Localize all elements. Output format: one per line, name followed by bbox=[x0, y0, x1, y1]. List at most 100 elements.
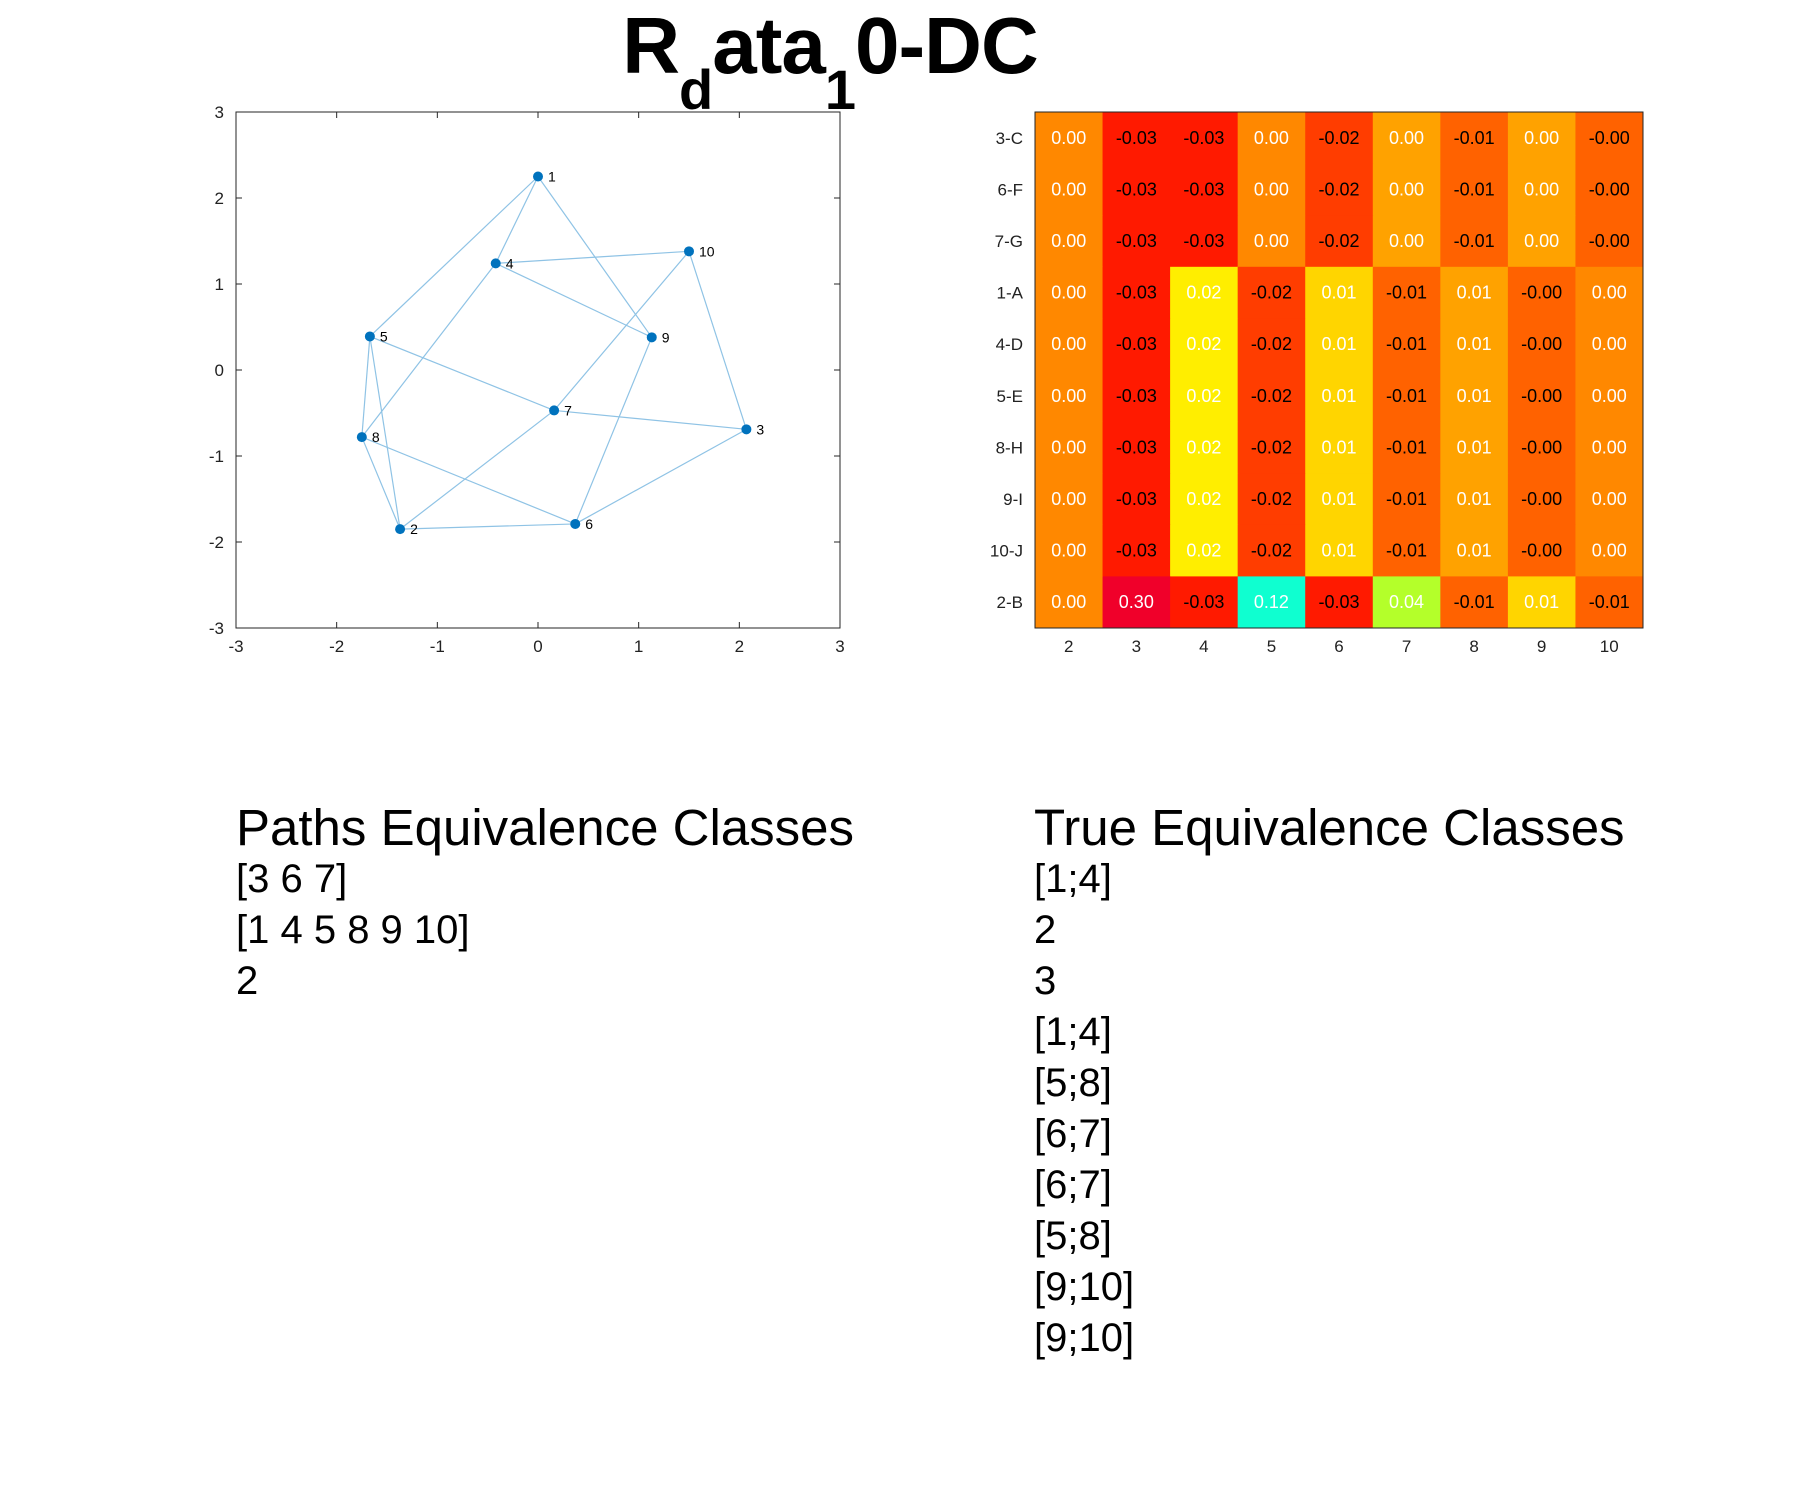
heatmap-cell-label: 0.04 bbox=[1389, 592, 1424, 612]
heatmap-cell-label: -0.02 bbox=[1251, 334, 1292, 354]
heatmap-cell-label: -0.03 bbox=[1116, 128, 1157, 148]
heatmap-cell bbox=[1305, 524, 1374, 577]
heatmap-cell-label: 0.01 bbox=[1321, 437, 1356, 457]
graph-node bbox=[490, 258, 501, 269]
heatmap-cell bbox=[1035, 318, 1104, 371]
heatmap-cell-label: -0.03 bbox=[1318, 592, 1359, 612]
figure-title: Rdata10-DC bbox=[0, 6, 1660, 118]
graph-edge bbox=[554, 409, 747, 430]
heatmap-cell-label: 0.01 bbox=[1524, 592, 1559, 612]
x-tick-label: -1 bbox=[430, 637, 445, 656]
heatmap-cell-label: -0.03 bbox=[1116, 489, 1157, 509]
graph-node bbox=[533, 171, 543, 182]
paths-heading: Paths Equivalence Classes bbox=[236, 799, 855, 856]
heatmap-cell-label: -0.01 bbox=[1386, 283, 1427, 303]
heatmap-cell-label: -0.00 bbox=[1589, 128, 1630, 148]
heatmap-cell-label: 0.00 bbox=[1051, 592, 1086, 612]
heatmap-cell bbox=[1372, 524, 1441, 577]
heatmap-cell bbox=[1372, 215, 1441, 268]
graph-node bbox=[364, 331, 375, 342]
graph-edge bbox=[400, 523, 576, 530]
title-subscript: 1 bbox=[824, 58, 856, 121]
heatmap-cell-label: 0.01 bbox=[1321, 489, 1356, 509]
class-line: [1;4] bbox=[1034, 857, 1112, 901]
heatmap-cell-label: -0.01 bbox=[1454, 231, 1495, 251]
graph-edge bbox=[361, 336, 371, 438]
heatmap-cell-label: 0.02 bbox=[1186, 437, 1221, 457]
heatmap-cell-label: -0.00 bbox=[1589, 231, 1630, 251]
heatmap-cell bbox=[1507, 318, 1576, 371]
heatmap-cell-label: 0.30 bbox=[1119, 592, 1154, 612]
heatmap-cell bbox=[1507, 163, 1576, 216]
heatmap-cell bbox=[1170, 524, 1239, 577]
heatmap-cell-label: 0.01 bbox=[1321, 386, 1356, 406]
heatmap-chart: 0.00 -0.03 -0.03 0.00 -0.02 0.00 -0.01 0.00 -0.0… bbox=[990, 111, 1644, 656]
heatmap-cell-label: 0.01 bbox=[1457, 386, 1492, 406]
heatmap-cell bbox=[1170, 266, 1239, 319]
heatmap-cell-label: -0.03 bbox=[1116, 386, 1157, 406]
heatmap-cell bbox=[1507, 524, 1576, 577]
heatmap-cell-label: 0.00 bbox=[1051, 437, 1086, 457]
graph-node bbox=[741, 424, 752, 435]
heatmap-cell bbox=[1102, 524, 1171, 577]
heatmap-cell bbox=[1575, 163, 1644, 216]
heatmap-cell bbox=[1440, 318, 1509, 371]
heatmap-cell-label: -0.00 bbox=[1521, 334, 1562, 354]
heatmap-column-label: 8 bbox=[1469, 637, 1478, 656]
y-tick-label: -3 bbox=[209, 619, 224, 638]
heatmap-cell bbox=[1237, 266, 1306, 319]
heatmap-column-label: 4 bbox=[1199, 637, 1208, 656]
heatmap-cell bbox=[1035, 215, 1104, 268]
heatmap-cell-label: 0.00 bbox=[1592, 334, 1627, 354]
heatmap-cell-label: -0.01 bbox=[1454, 128, 1495, 148]
heatmap-cell bbox=[1575, 370, 1644, 423]
node-label: 1 bbox=[548, 169, 556, 185]
graph-node bbox=[684, 246, 694, 257]
heatmap-cell-label: 0.00 bbox=[1051, 283, 1086, 303]
heatmap-cell bbox=[1102, 215, 1171, 268]
heatmap-cell-label: 0.00 bbox=[1051, 179, 1086, 199]
heatmap-cell-label: 0.00 bbox=[1051, 386, 1086, 406]
paths-equivalence-classes: Paths Equivalence Classes [3 6 7] [1 4 5 … bbox=[236, 800, 854, 1007]
heatmap-cell bbox=[1507, 421, 1576, 474]
heatmap-cell-label: 0.00 bbox=[1592, 489, 1627, 509]
node-label: 6 bbox=[585, 516, 593, 532]
class-line: [3 6 7] bbox=[236, 857, 348, 901]
heatmap-cell-label: 0.02 bbox=[1186, 489, 1221, 509]
heatmap-cell-label: 0.00 bbox=[1389, 179, 1424, 199]
heatmap-cell-label: 0.02 bbox=[1186, 386, 1221, 406]
heatmap-cell-label: 0.01 bbox=[1321, 283, 1356, 303]
heatmap-cell-label: -0.01 bbox=[1454, 179, 1495, 199]
heatmap-cell bbox=[1035, 576, 1104, 629]
heatmap-column-label: 2 bbox=[1064, 637, 1073, 656]
heatmap-cell-label: 0.01 bbox=[1321, 541, 1356, 561]
heatmap-cell bbox=[1440, 576, 1509, 629]
heatmap-cell bbox=[1305, 215, 1374, 268]
node-label: 2 bbox=[410, 521, 418, 537]
heatmap-cell bbox=[1102, 421, 1171, 474]
class-line: [9;10] bbox=[1034, 1316, 1135, 1360]
heatmap-row-label: 7-G bbox=[995, 232, 1023, 251]
class-line: 3 bbox=[1034, 959, 1057, 1003]
graph-node bbox=[395, 524, 406, 535]
heatmap-cell bbox=[1035, 266, 1104, 319]
heatmap-cell-label: -0.01 bbox=[1386, 386, 1427, 406]
class-line: [6;7] bbox=[1034, 1112, 1112, 1156]
graph-edge bbox=[361, 436, 401, 530]
heatmap-cell-label: -0.02 bbox=[1251, 386, 1292, 406]
heatmap-cell-label: 0.00 bbox=[1051, 334, 1086, 354]
heatmap-cell-label: 0.01 bbox=[1457, 541, 1492, 561]
heatmap-cell bbox=[1237, 421, 1306, 474]
heatmap-cell bbox=[1305, 421, 1374, 474]
heatmap-cell bbox=[1372, 576, 1441, 629]
class-line: [5;8] bbox=[1034, 1214, 1112, 1258]
heatmap-cell-label: -0.01 bbox=[1386, 541, 1427, 561]
heatmap-cell bbox=[1170, 112, 1239, 165]
x-tick-label: -2 bbox=[329, 637, 344, 656]
heatmap-cell-label: -0.00 bbox=[1521, 489, 1562, 509]
graph-edge bbox=[553, 250, 690, 411]
heatmap-row-label: 2-B bbox=[997, 593, 1023, 612]
heatmap-cell bbox=[1102, 370, 1171, 423]
heatmap-cell-label: -0.02 bbox=[1318, 128, 1359, 148]
node-label: 8 bbox=[372, 429, 380, 445]
